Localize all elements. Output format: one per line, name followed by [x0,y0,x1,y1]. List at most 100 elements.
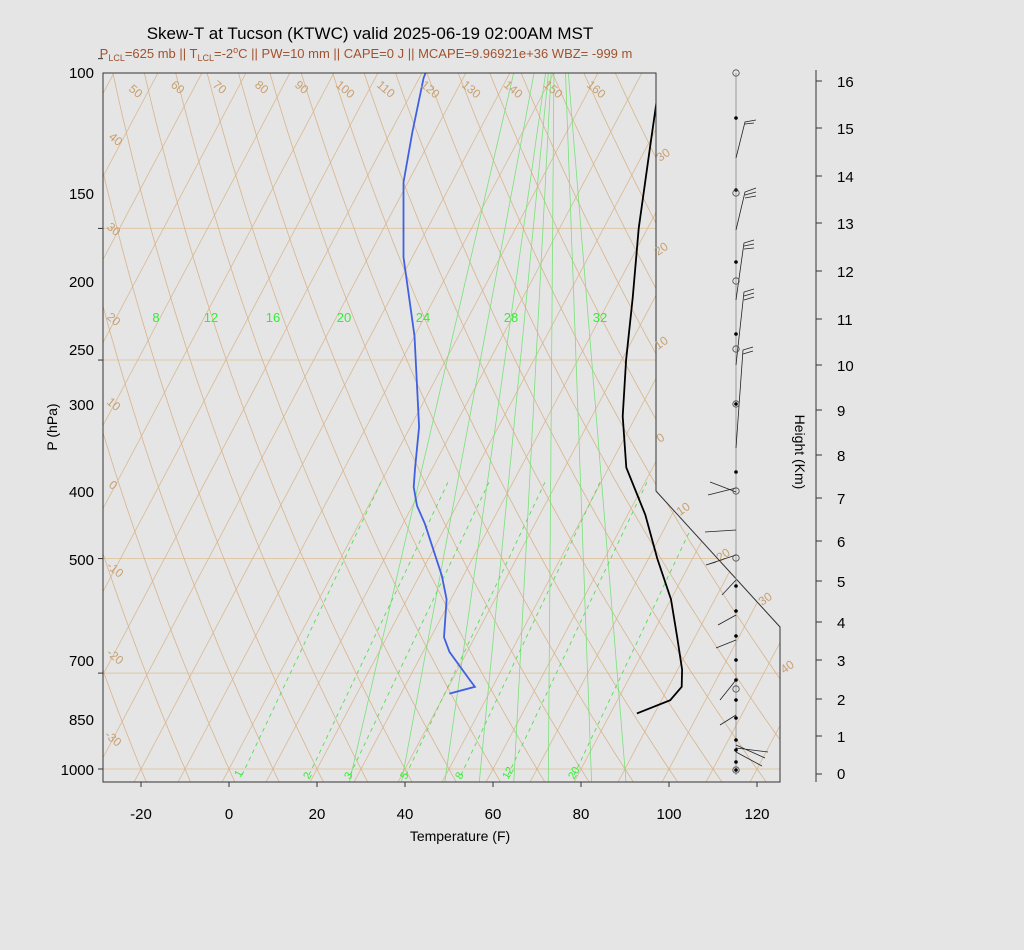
wind-level-dot [734,609,738,613]
mixing-ratio-label: 5 [398,770,411,781]
wind-barb [707,481,737,496]
x-tick-label: -20 [130,806,152,823]
isotherm-line [103,73,570,782]
dry-adiabat-line [177,73,645,782]
wind-level-dot [734,748,738,752]
height-tick-labels: 0 1 2 3 4 5 6 7 8 9 10 11 12 13 14 15 16 [837,74,854,783]
dewpoint-profile [402,73,752,695]
plot-frame [98,58,781,787]
mixing-ratio-line [308,479,450,776]
wind-level-dot [734,584,738,588]
mixing-ratio-label: 20 [566,765,583,782]
wind-barb [735,239,755,301]
lcl-t-value: =-2 [214,46,233,61]
height-tick-label: 4 [837,615,845,632]
p-tick-label: 150 [69,186,94,203]
temperature-axis: -20 0 20 40 60 80 100 120 Temperature (F… [130,806,769,844]
height-tick-label: 12 [837,264,854,281]
x-tick-label: 20 [309,806,326,823]
dry-adiabat-line [103,73,288,782]
isotherm-line [213,73,780,782]
wind-level-dot [734,260,738,264]
dry-adiabat-line [103,73,332,782]
dry-adiabat-line [155,73,600,782]
mixing-ratio-label: 20 [337,310,351,325]
mixing-ratio-label: 2 [301,770,314,781]
plot-border [102,72,781,783]
height-tick-label: 14 [837,169,854,186]
p-tick-label: 700 [69,653,94,670]
wind-level-dot [734,470,738,474]
height-tick-label: 15 [837,121,854,138]
calm-wind-circle [732,69,740,77]
moist-adiabat-line [477,73,566,782]
isotherm-line [521,73,780,782]
wind-barb [735,346,754,449]
mixing-ratio-line [241,479,383,776]
height-tick-label: 10 [837,358,854,375]
x-tick-label: 0 [225,806,233,823]
height-tick-label: 8 [837,448,845,465]
dry-adiabat-line [132,73,555,782]
dry-adiabat-line [200,73,689,782]
pressure-axis: 100 150 200 250 300 400 500 700 850 1000… [44,65,94,779]
height-tick-label: 9 [837,403,845,420]
chart-title: Skew-T at Tucson (KTWC) valid 2025-06-19… [147,24,594,43]
dry-adiabat-line [103,73,421,782]
mixing-ratio-label: 8 [152,310,159,325]
p-tick-label: 850 [69,712,94,729]
wind-level-dot [734,116,738,120]
isotherm-line [741,73,780,782]
calm-wind-circle [732,766,740,774]
isotherm-line [830,0,1024,798]
wind-barb [735,119,757,159]
height-tick-label: 13 [837,216,854,233]
isotherm-line [103,73,780,782]
calm-wind-circle [732,554,740,562]
lcl-t-label: T [190,46,198,61]
height-tick-label: 6 [837,534,845,551]
height-tick-label: 1 [837,729,845,746]
wind-level-dot [734,678,738,682]
subtitle-rest: C || PW=10 mm || CAPE=0 J || MCAPE=9.969… [238,46,632,61]
moist-adiabat-line [553,73,628,782]
dry-adiabat-line [246,73,778,782]
isotherm-label: 40 [778,657,797,676]
dry-adiabat-line [103,73,466,782]
calm-wind-circle [732,685,740,693]
moist-adiabat-line [398,73,567,782]
isotherm-line [103,73,658,782]
isotherm-line [257,73,780,782]
height-tick-label: 3 [837,653,845,670]
chart-subtitle: PLCL=625 mb || TLCL=-2oC || PW=10 mm || … [100,45,633,63]
mixing-ratio-label: 28 [504,310,518,325]
mixing-ratio-line [507,479,649,776]
wind-barb [715,579,737,649]
isotherm-label: 30 [654,145,673,164]
x-tick-label: 60 [485,806,502,823]
mixing-ratio-label: 32 [593,310,607,325]
isotherm-line [103,73,614,782]
mixing-ratio-label: 12 [204,310,218,325]
wind-barb [719,679,769,767]
height-tick-label: 11 [837,312,853,329]
calm-wind-circle [732,277,740,285]
p-tick-label: 250 [69,342,94,359]
isotherm-line [103,73,780,782]
moist-adiabat-line [345,73,554,782]
isotherm-line [103,73,702,782]
mixing-ratio-label: 12 [500,765,517,782]
wind-level-dot [734,402,738,406]
mixing-ratio-label: 3 [342,770,355,781]
mixing-ratio-label: 1 [232,768,245,779]
mixing-ratio-label: 24 [416,310,430,325]
isotherm-line [565,73,780,782]
height-tick-label: 0 [837,766,845,783]
isotherm-line [103,73,526,782]
y-axis-label: P (hPa) [44,403,60,450]
wind-level-dot [734,634,738,638]
p-tick-label: 200 [69,274,94,291]
temperature-profile [621,73,780,715]
wind-level-dot [734,760,738,764]
wind-barb [704,529,737,566]
